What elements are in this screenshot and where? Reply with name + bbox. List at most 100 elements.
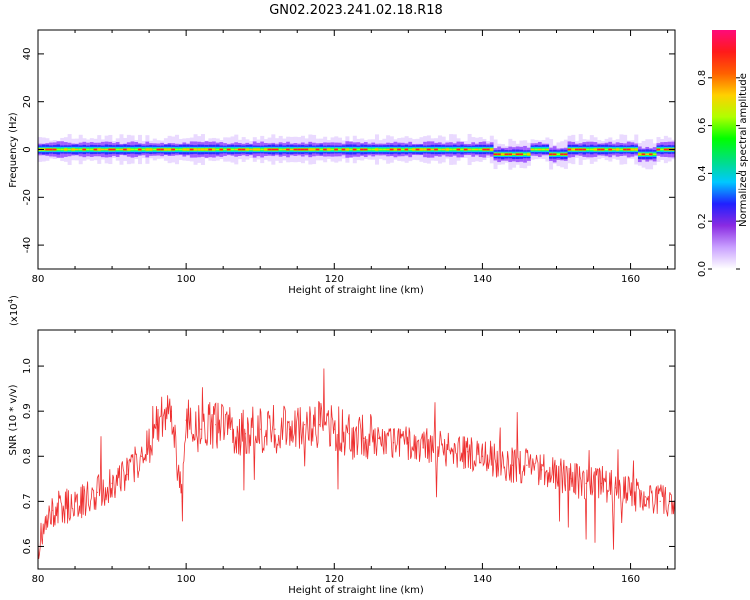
spectrogram-cell: [219, 148, 224, 151]
spectrogram-cell: [504, 153, 509, 156]
snr-data-point: [467, 451, 469, 453]
spectrogram-cell: [652, 153, 657, 156]
snr-x-axis-label: Height of straight line (km): [288, 585, 424, 596]
spectrogram-cell: [386, 148, 391, 151]
spectrogram-cell: [649, 153, 654, 156]
spectrogram-x-tick-label: 140: [473, 274, 492, 285]
spectrogram-y-tick-label: 40: [22, 48, 33, 61]
spectrogram-cell: [360, 148, 365, 151]
spectrogram-cell: [197, 148, 202, 151]
spectrogram-cell: [193, 148, 198, 151]
snr-x-tick-label: 80: [32, 574, 45, 585]
spectrogram-cell: [163, 148, 168, 151]
snr-data-point: [333, 428, 335, 430]
spectrogram-cell: [519, 153, 524, 156]
spectrogram-cell: [378, 148, 383, 151]
spectrogram-y-tick-label: -20: [22, 189, 33, 205]
spectrogram-cell: [437, 148, 442, 151]
snr-panel: 80 100 120 140 160 0.6 0.7 0.8 0.9 1.0 Height of …: [7, 295, 676, 596]
spectrogram-cell: [515, 153, 520, 156]
spectrogram-cell: [78, 148, 83, 151]
spectrogram-cell: [497, 153, 502, 156]
spectrogram-cell: [623, 148, 628, 151]
colorbar-ticks: 0.0 0.2 0.4 0.6 0.8: [697, 70, 740, 277]
spectrogram-cell: [141, 148, 146, 151]
spectrogram-cell: [593, 148, 598, 151]
spectrogram-cell: [626, 148, 631, 151]
spectrogram-cell: [512, 153, 517, 156]
spectrogram-cell: [119, 148, 124, 151]
spectrogram-cell: [556, 153, 561, 156]
spectrogram-cell: [586, 148, 591, 151]
spectrogram-cell: [100, 148, 105, 151]
spectrogram-cell: [530, 148, 535, 151]
snr-data-point: [496, 460, 498, 462]
colorbar-tick-label: 0.8: [697, 70, 708, 86]
snr-data-point: [437, 446, 439, 448]
spectrogram-cell: [486, 148, 491, 151]
spectrogram-cell: [319, 148, 324, 151]
snr-data-point: [348, 433, 350, 435]
snr-x-tick-label: 160: [621, 574, 640, 585]
spectrogram-cell: [208, 148, 213, 151]
snr-data-point: [318, 424, 321, 426]
snr-data-point: [378, 437, 380, 439]
spectrogram-cell: [67, 148, 72, 151]
snr-data-point: [244, 433, 246, 435]
snr-data-point: [181, 500, 184, 502]
spectrogram-cell: [82, 148, 87, 151]
spectrogram-cell: [300, 148, 305, 151]
spectrogram-cell: [86, 148, 91, 151]
spectrogram-ticks: 80 100 120 140 160 -40 -20 0 20 40: [22, 30, 675, 285]
spectrogram-cell: [571, 148, 576, 151]
spectrogram-cell: [415, 148, 420, 151]
spectrogram-cell: [645, 153, 650, 156]
spectrogram-cell: [312, 148, 317, 151]
snr-data-point: [511, 464, 513, 466]
spectrogram-cell: [97, 148, 102, 151]
snr-data-point: [392, 442, 395, 444]
spectrogram-y-tick-label: 0: [22, 146, 33, 152]
spectrogram-cell: [89, 148, 94, 151]
spectrogram-cell: [278, 148, 283, 151]
spectrogram-cell: [567, 148, 572, 151]
snr-data-point: [585, 482, 587, 484]
spectrogram-cell: [152, 148, 157, 151]
spectrogram-cell: [375, 148, 380, 151]
snr-x-tick-label: 140: [473, 574, 492, 585]
spectrogram-cell: [226, 148, 231, 151]
spectrogram-cell: [182, 148, 187, 151]
spectrogram-cell: [382, 148, 387, 151]
spectrogram-cell: [367, 148, 372, 151]
spectrogram-cell: [467, 148, 472, 151]
spectrogram-cell: [178, 148, 183, 151]
snr-data-point: [126, 473, 128, 475]
spectrogram-cell: [63, 148, 68, 151]
spectrogram-cell: [349, 148, 354, 151]
spectrogram-cell: [52, 148, 57, 151]
snr-data-point: [111, 482, 113, 484]
spectrogram-cell: [49, 148, 54, 151]
snr-data-point: [81, 500, 84, 502]
spectrogram-cell: [252, 148, 257, 151]
colorbar-tick-label: 0.0: [697, 261, 708, 277]
spectrogram-cell: [612, 148, 617, 151]
spectrogram-cell: [430, 148, 435, 151]
spectrogram-cell: [537, 148, 542, 151]
spectrogram-x-tick-label: 160: [621, 274, 640, 285]
spectrogram-cell: [123, 148, 128, 151]
spectrogram-cell: [560, 153, 565, 156]
spectrogram-cell: [337, 148, 342, 151]
snr-data-point: [289, 428, 291, 430]
snr-data-point: [259, 428, 261, 430]
spectrogram-cell: [304, 148, 309, 151]
spectrogram-cell: [600, 148, 605, 151]
spectrogram-cell: [475, 148, 480, 151]
spectrogram-cell: [526, 153, 531, 156]
spectrogram-cell: [171, 148, 176, 151]
spectrogram-cell: [575, 148, 580, 151]
snr-data-point: [155, 424, 158, 426]
spectrogram-cell: [75, 148, 80, 151]
snr-y-tick-label: 0.8: [22, 448, 33, 464]
spectrogram-cell: [212, 148, 217, 151]
